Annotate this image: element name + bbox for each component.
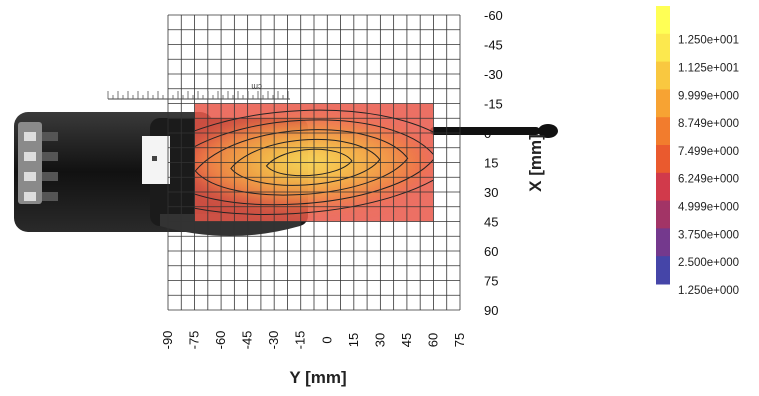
y-tick-label: 45 xyxy=(399,333,414,347)
colorbar-swatch xyxy=(656,89,670,118)
y-tick-label: 75 xyxy=(452,333,467,347)
x-tick-label: -45 xyxy=(484,38,503,53)
colorbar-swatch xyxy=(656,145,670,174)
x-tick-label: -30 xyxy=(484,67,503,82)
y-axis-title: Y [mm] xyxy=(289,368,346,387)
colorbar-label: 1.250e+001 xyxy=(678,35,739,47)
y-tick-label: -15 xyxy=(293,331,308,350)
colorbar-swatch xyxy=(656,256,670,285)
x-tick-label: 45 xyxy=(484,215,498,230)
y-tick-label: -30 xyxy=(266,331,281,350)
colorbar-label: 4.999e+000 xyxy=(678,202,739,214)
y-tick-label: -75 xyxy=(187,331,202,350)
colorbar-legend: 1.250e+001 1.125e+001 9.999e+000 8.749e+000… xyxy=(656,6,739,297)
x-tick-label: 30 xyxy=(484,185,498,200)
colorbar-swatch xyxy=(656,6,670,35)
colorbar-label: 3.750e+000 xyxy=(678,229,739,241)
y-axis-ticks: -90 -75 -60 -45 -30 -15 0 15 30 45 60 75 xyxy=(160,331,467,350)
colorbar-label: 9.999e+000 xyxy=(678,90,739,102)
y-tick-label: 15 xyxy=(346,333,361,347)
x-tick-label: 90 xyxy=(484,303,498,318)
grid-lines xyxy=(167,14,461,311)
y-tick-label: -60 xyxy=(213,331,228,350)
colorbar-swatch xyxy=(656,200,670,229)
colorbar-label: 8.749e+000 xyxy=(678,118,739,130)
ruler-unit-label: cm xyxy=(251,82,262,91)
x-axis-title: X [mm] xyxy=(526,134,545,192)
colorbar-label: 2.500e+000 xyxy=(678,257,739,269)
colorbar-label: 1.250e+000 xyxy=(678,285,739,297)
colorbar-swatch xyxy=(656,228,670,257)
y-tick-label: 30 xyxy=(372,333,387,347)
contour-4 xyxy=(194,119,434,206)
x-tick-label: 60 xyxy=(484,244,498,259)
colorbar-label: 1.125e+001 xyxy=(678,63,739,75)
colorbar-label: 6.249e+000 xyxy=(678,174,739,186)
y-tick-label: 60 xyxy=(425,333,440,347)
y-tick-label: -45 xyxy=(240,331,255,350)
contour-2 xyxy=(230,139,381,186)
colorbar-swatch xyxy=(656,172,670,202)
colorbar-swatch xyxy=(656,117,670,146)
x-tick-label: 15 xyxy=(484,156,498,171)
contour-1 xyxy=(265,148,353,177)
y-tick-label: -90 xyxy=(160,331,175,350)
x-axis-ticks: -60 -45 -30 -15 0 15 30 45 60 75 90 xyxy=(484,8,503,318)
colorbar-swatch xyxy=(656,33,670,63)
scale-ruler: cm xyxy=(107,82,290,100)
x-tick-label: 0 xyxy=(484,126,491,141)
contour-3 xyxy=(194,129,409,196)
x-tick-label: -60 xyxy=(484,8,503,23)
y-tick-label: 0 xyxy=(319,336,334,343)
x-tick-label: -15 xyxy=(484,97,503,112)
x-tick-label: 75 xyxy=(484,274,498,289)
contour-5 xyxy=(194,109,434,215)
contour-lines xyxy=(194,109,434,215)
colorbar-label: 7.499e+000 xyxy=(678,146,739,158)
colorbar-swatch xyxy=(656,61,670,90)
